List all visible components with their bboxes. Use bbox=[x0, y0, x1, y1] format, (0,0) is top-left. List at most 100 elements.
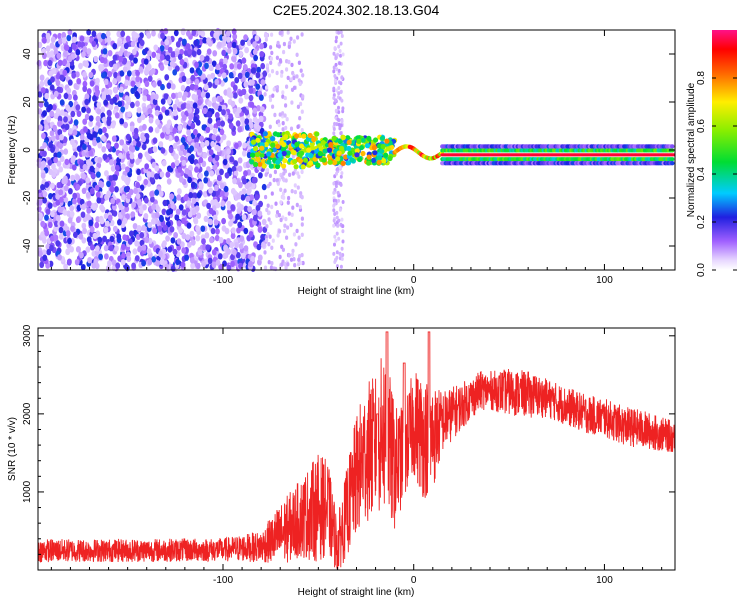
spectrogram-cell bbox=[172, 127, 178, 134]
spectrogram-cell bbox=[152, 227, 158, 234]
spectrogram-cell bbox=[181, 75, 187, 83]
spectrogram-cell bbox=[283, 95, 287, 101]
spectrogram-cell bbox=[82, 71, 87, 78]
spectrogram-cell bbox=[65, 104, 70, 111]
spectrogram-cell bbox=[47, 59, 53, 67]
spectrogram-cell bbox=[128, 54, 134, 61]
spectrogram-cell bbox=[264, 172, 268, 177]
spectrogram-cell bbox=[144, 68, 150, 75]
spectrogram-cell bbox=[194, 136, 199, 144]
spectrogram-cell bbox=[187, 241, 192, 248]
spectrogram-cell bbox=[111, 259, 117, 266]
spectrogram-cell bbox=[167, 46, 173, 54]
spectrogram-cell bbox=[109, 186, 115, 193]
spectrogram-cell bbox=[377, 155, 383, 161]
spectrogram-cell bbox=[51, 104, 57, 111]
spectrogram-cell bbox=[207, 81, 213, 89]
spectrogram-cell bbox=[235, 213, 241, 220]
spectrogram-cell bbox=[287, 44, 291, 49]
spectrogram-cell bbox=[157, 225, 163, 232]
spectrogram-cell bbox=[211, 249, 217, 256]
spectrogram-cell bbox=[337, 105, 340, 110]
spectrogram-cell bbox=[297, 262, 301, 267]
spectrogram-cell bbox=[122, 234, 128, 241]
spectrogram-cell bbox=[212, 127, 218, 135]
spectrogram-cell bbox=[172, 103, 178, 111]
spectrogram-cell bbox=[75, 246, 81, 253]
spectrogram-cell bbox=[91, 204, 97, 211]
spectrogram-cell bbox=[238, 97, 244, 104]
spectrogram-cell bbox=[85, 213, 91, 220]
spectrogram-cell bbox=[48, 103, 53, 111]
spectrogram-cell bbox=[298, 81, 302, 87]
spectrogram-cell bbox=[287, 253, 291, 258]
spectrogram-cell bbox=[191, 93, 197, 101]
spectrogram-cell bbox=[193, 84, 199, 91]
spectrogram-cell bbox=[254, 35, 260, 42]
snr-panel: -100 0 100 1000 2000 3000 Height of straight… bbox=[7, 324, 676, 598]
spectrogram-cell bbox=[159, 171, 165, 178]
spectrogram-cell bbox=[86, 159, 91, 166]
colorbar-tick-label: 0.6 bbox=[696, 119, 707, 133]
spectrogram-cell bbox=[136, 107, 142, 114]
spectrogram-cell bbox=[186, 200, 192, 207]
spectrogram-cell bbox=[75, 174, 81, 181]
spectrogram-cell bbox=[161, 106, 167, 113]
spectrogram-cell bbox=[278, 31, 282, 36]
spectrogram-cell bbox=[125, 133, 131, 141]
spectrogram-cell bbox=[67, 217, 73, 224]
spectrogram-cell bbox=[154, 127, 160, 134]
spectrogram-cell bbox=[192, 102, 198, 109]
spectrogram-cell bbox=[186, 222, 192, 229]
spectrogram-cell bbox=[103, 244, 109, 252]
spectrogram-cell bbox=[63, 92, 69, 100]
spectrogram-cell bbox=[47, 221, 53, 229]
spectrogram-cell bbox=[332, 218, 336, 223]
spectrogram-cell bbox=[333, 212, 337, 216]
spectrogram-cell bbox=[306, 147, 312, 153]
spectrogram-cell bbox=[339, 182, 343, 187]
spectrogram-cell bbox=[100, 106, 106, 113]
spectrogram-cell bbox=[162, 240, 167, 247]
spectrogram-cell bbox=[298, 254, 302, 259]
spectrogram-cell bbox=[335, 67, 339, 72]
spectrogram-cell bbox=[149, 176, 155, 183]
spectrogram-cell bbox=[193, 128, 198, 136]
spectrogram-cell bbox=[48, 193, 53, 200]
spectrogram-cell bbox=[238, 90, 244, 97]
spectrogram-cell bbox=[293, 183, 297, 188]
spectrogram-cell bbox=[327, 147, 333, 153]
spectrogram-cell bbox=[57, 120, 62, 127]
spectrogram-cell bbox=[341, 109, 345, 114]
spectrogram-cell bbox=[332, 208, 336, 213]
spectrogram-cell bbox=[202, 107, 208, 115]
spectrogram-cell bbox=[266, 68, 270, 73]
spectrogram-cell bbox=[249, 122, 254, 129]
spectrogram-cell bbox=[43, 59, 48, 67]
spectrogram-cell bbox=[169, 60, 175, 68]
spectrogram-cell bbox=[89, 80, 95, 87]
spectrogram-cell bbox=[75, 183, 81, 191]
spectrogram-cell bbox=[70, 157, 76, 164]
spectrogram-cell bbox=[144, 197, 149, 204]
spectrogram-cell bbox=[53, 156, 58, 164]
spectrogram-cell bbox=[340, 246, 344, 251]
spectrogram-cell bbox=[123, 121, 128, 129]
spectrogram-cell bbox=[226, 238, 231, 245]
spectrogram-cell bbox=[136, 168, 142, 175]
spectrogram-cell bbox=[137, 199, 142, 207]
spectrogram-cell bbox=[57, 129, 63, 136]
spectrogram-cell bbox=[289, 222, 293, 228]
spectrogram-cell bbox=[115, 164, 120, 172]
spectrogram-cell bbox=[38, 101, 44, 108]
spectrogram-cell bbox=[94, 184, 100, 192]
spectrogram-cell bbox=[82, 163, 88, 171]
spectrogram-cell bbox=[141, 244, 147, 251]
spectrogram-cell bbox=[254, 151, 261, 158]
spectrogram-cell bbox=[331, 135, 337, 141]
spectrogram-cell bbox=[318, 146, 324, 152]
spectrogram-cell bbox=[94, 90, 100, 97]
spectrogram-cell bbox=[180, 241, 185, 248]
spectrogram-cell bbox=[270, 191, 274, 196]
colorbar-label: Normalized spectral amplitude bbox=[686, 82, 697, 217]
